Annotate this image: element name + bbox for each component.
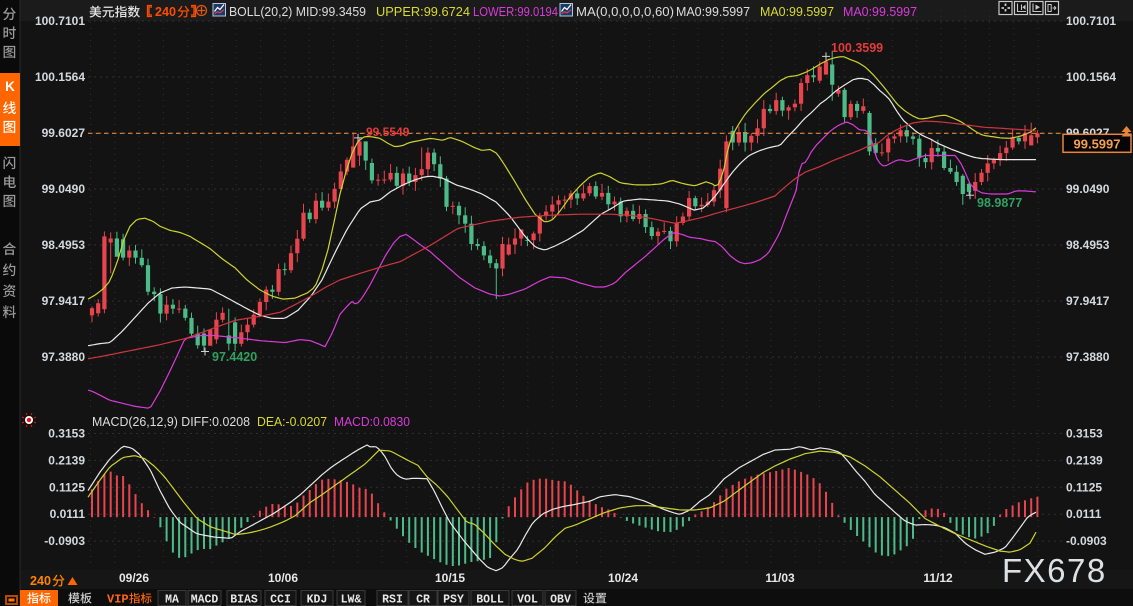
- svg-text:FX678: FX678: [1002, 552, 1107, 589]
- svg-text:10/24: 10/24: [608, 571, 638, 585]
- svg-text:MA0:99.5997: MA0:99.5997: [843, 5, 917, 19]
- svg-text:BOLL: BOLL: [476, 594, 504, 606]
- svg-text:10/06: 10/06: [268, 571, 298, 585]
- svg-text:98.9877: 98.9877: [977, 196, 1022, 210]
- svg-text:0.0111: 0.0111: [50, 507, 86, 521]
- svg-text:UPPER:99.6724: UPPER:99.6724: [376, 5, 470, 19]
- svg-text:LOWER:99.0194: LOWER:99.0194: [473, 5, 558, 19]
- svg-text:KDJ: KDJ: [307, 594, 328, 606]
- svg-text:98.4953: 98.4953: [1066, 238, 1110, 252]
- svg-text:MACD(26,12,9) DIFF:0.0208: MACD(26,12,9) DIFF:0.0208: [92, 415, 250, 429]
- svg-text:97.9417: 97.9417: [42, 294, 86, 308]
- svg-text:10/15: 10/15: [435, 571, 465, 585]
- svg-text:240: 240: [30, 573, 51, 588]
- svg-text:97.9417: 97.9417: [1066, 294, 1110, 308]
- svg-text:K: K: [5, 79, 15, 94]
- svg-text:100.1564: 100.1564: [1066, 70, 1116, 84]
- svg-text:RSI: RSI: [382, 594, 403, 606]
- svg-text:240: 240: [155, 4, 176, 19]
- svg-text:VOL: VOL: [517, 594, 538, 606]
- svg-text:-0.0903: -0.0903: [44, 534, 85, 548]
- svg-text:DEA:-0.0207: DEA:-0.0207: [257, 415, 327, 429]
- svg-text:98.4953: 98.4953: [42, 238, 86, 252]
- svg-text:97.4420: 97.4420: [212, 350, 257, 364]
- svg-text:09/26: 09/26: [119, 571, 149, 585]
- svg-text:-0.0903: -0.0903: [1066, 534, 1107, 548]
- svg-text:11/12: 11/12: [923, 571, 953, 585]
- svg-text:BOLL(20,2) MID:99.3459: BOLL(20,2) MID:99.3459: [229, 5, 366, 19]
- svg-text:MA0:99.5997: MA0:99.5997: [676, 5, 750, 19]
- svg-text:0.1125: 0.1125: [1066, 480, 1102, 494]
- svg-text:CR: CR: [416, 594, 430, 606]
- svg-text:99.0490: 99.0490: [1066, 182, 1110, 196]
- svg-text:0.0111: 0.0111: [1066, 507, 1102, 521]
- svg-text:MA(0,0,0,0,0,60): MA(0,0,0,0,0,60): [576, 5, 674, 19]
- svg-text:99.5549: 99.5549: [366, 125, 410, 139]
- svg-text:99.5997: 99.5997: [1074, 136, 1121, 151]
- svg-text:BIAS: BIAS: [230, 594, 258, 606]
- svg-text:LW&: LW&: [341, 594, 362, 606]
- svg-text:100.1564: 100.1564: [35, 70, 85, 84]
- svg-text:100.3599: 100.3599: [831, 41, 883, 55]
- svg-text:99.0490: 99.0490: [42, 182, 86, 196]
- svg-text:0.1125: 0.1125: [49, 480, 85, 494]
- svg-text:0.3153: 0.3153: [48, 427, 85, 441]
- svg-text:OBV: OBV: [550, 594, 571, 606]
- svg-text:100.7101: 100.7101: [35, 14, 85, 28]
- svg-text:MA: MA: [165, 594, 179, 606]
- svg-text:100.7101: 100.7101: [1066, 14, 1116, 28]
- svg-text:0.3153: 0.3153: [1066, 427, 1103, 441]
- svg-text:MACD:0.0830: MACD:0.0830: [334, 415, 410, 429]
- svg-text:97.3880: 97.3880: [42, 350, 86, 364]
- svg-text:CCI: CCI: [270, 594, 291, 606]
- svg-text:MA0:99.5997: MA0:99.5997: [760, 5, 834, 19]
- svg-text:PSY: PSY: [443, 594, 464, 606]
- svg-text:VIP: VIP: [107, 593, 129, 606]
- svg-text:99.6027: 99.6027: [42, 126, 86, 140]
- svg-text:97.3880: 97.3880: [1066, 350, 1110, 364]
- svg-text:MACD: MACD: [191, 594, 219, 606]
- svg-text:0.2139: 0.2139: [48, 453, 85, 467]
- svg-text:11/03: 11/03: [765, 571, 795, 585]
- svg-text:0.2139: 0.2139: [1066, 453, 1103, 467]
